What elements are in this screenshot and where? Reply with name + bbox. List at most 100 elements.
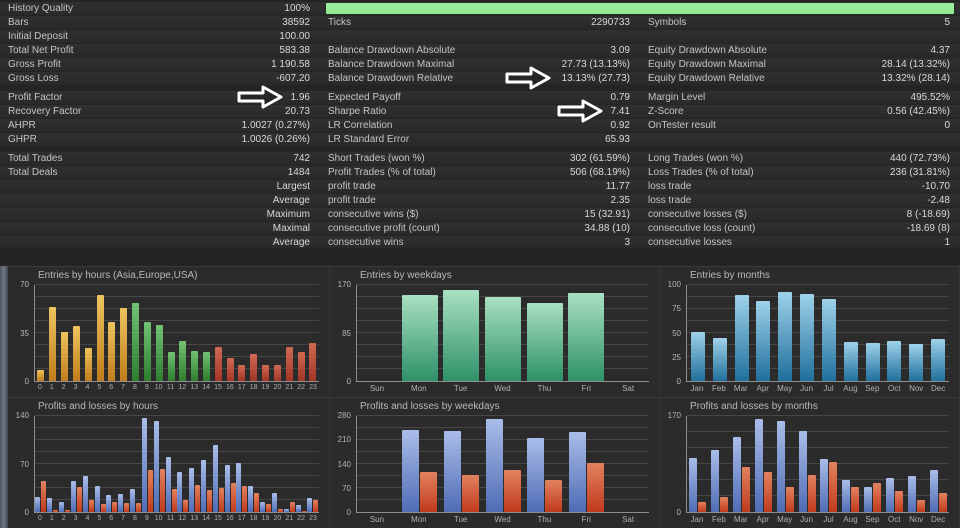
stat-value: 1.0027 (0.27%) [241, 120, 310, 131]
chart-entries-by-weekdays: Entries by weekdays 0 85 170 Sun Mon Tue Wed Th… [330, 266, 660, 397]
x-tick-label: 4 [85, 515, 90, 522]
stat-label: Symbols [648, 17, 687, 28]
stat-value: Largest [276, 181, 310, 192]
stat-label: loss trade [648, 181, 692, 192]
stat-value: 0.56 (42.45%) [887, 106, 950, 117]
bar [527, 437, 545, 512]
bar [885, 478, 894, 512]
stat-cell: Initial Deposit 100.00 [0, 30, 320, 43]
chart-entries-by-months: Entries by months 0 25 50 75 100 Jan Feb Mar Apr… [660, 266, 960, 397]
x-tick-label: Nov [909, 515, 924, 524]
stat-label: Long Trades (won %) [648, 153, 744, 164]
bar-group [796, 416, 818, 512]
x-tick-label: 23 [309, 384, 317, 391]
bar [503, 469, 521, 512]
stat-value: -18.69 (8) [906, 223, 950, 234]
bar [271, 492, 277, 512]
bar [203, 352, 210, 381]
stat-cell: Balance Drawdown Relative 13.13% (27.73) [320, 66, 640, 90]
stat-label: Balance Drawdown Maximal [328, 59, 455, 70]
plot-area [356, 284, 649, 382]
x-tick-label: 1 [49, 384, 54, 391]
bar [171, 489, 177, 512]
bar [167, 352, 175, 381]
bar [461, 474, 479, 512]
bar [65, 509, 71, 512]
stat-label: Margin Level [648, 92, 706, 103]
bar-group [177, 416, 189, 512]
stat-cell [320, 30, 640, 43]
bar [929, 469, 938, 512]
bar [214, 346, 222, 381]
stat-cell: History Quality 100% [0, 2, 320, 15]
bar [254, 492, 260, 512]
y-tick-label: 0 [346, 377, 351, 386]
x-tick-label: 11 [166, 384, 175, 391]
x-tick-label: 22 [297, 515, 306, 522]
bar-group [883, 285, 905, 381]
bar-group [905, 416, 927, 512]
x-axis: Jan Feb Mar Apr May Jun Jul Aug Sep Oct Nov Dec [686, 384, 949, 396]
bar-group [70, 285, 82, 381]
gridline [35, 284, 319, 285]
y-tick-label: 35 [20, 328, 29, 338]
bar [41, 481, 47, 512]
x-tick-label: Mon [411, 515, 427, 524]
bar [733, 436, 742, 512]
bar [698, 501, 707, 512]
plot-area [34, 415, 319, 513]
bar-group [141, 285, 153, 381]
bar-group [70, 416, 82, 512]
gridline [687, 344, 949, 345]
stat-row: Profit Factor 1.96 Expected Payoff 0.79 Marg… [0, 85, 960, 109]
bar [776, 420, 785, 512]
x-tick-label: 4 [85, 384, 90, 391]
bar [887, 340, 902, 381]
stat-label: Profit Factor [8, 92, 63, 103]
bar-group [905, 285, 927, 381]
x-tick-label: Sun [369, 384, 385, 393]
stat-cell: Largest [0, 180, 320, 193]
bar-group [307, 416, 319, 512]
stat-value: 3 [624, 237, 630, 248]
stat-label: Balance Drawdown Relative [328, 73, 454, 84]
bar-group [566, 285, 608, 381]
stat-value: -607.20 [276, 73, 310, 84]
stat-cell: Loss Trades (% of total) 236 (31.81%) [640, 166, 960, 179]
bar [402, 430, 420, 512]
x-tick-label: Mar [733, 384, 748, 393]
chart-profits-losses-by-hours: Profits and losses by hours 0 70 140 0 1 2 3 4 5… [8, 397, 330, 528]
x-tick-label: 17 [237, 515, 246, 522]
bar-group [94, 285, 106, 381]
stat-value: 8 (-18.69) [906, 209, 950, 220]
bar-group [818, 285, 840, 381]
x-tick-label: Jun [800, 515, 814, 524]
bar [224, 465, 230, 512]
stat-value: 2290733 [591, 17, 630, 28]
stat-label: Equity Drawdown Relative [648, 73, 765, 84]
bar [756, 301, 771, 381]
stat-value: 0 [944, 120, 950, 131]
bar [851, 486, 860, 512]
y-tick-label: 85 [342, 328, 351, 338]
stat-value: 1.0026 (0.26%) [241, 134, 310, 145]
bar [443, 289, 480, 381]
bar [807, 475, 816, 512]
chart-profits-losses-by-months: Profits and losses by months 0 170 Jan Feb M… [660, 397, 960, 528]
x-tick-label: 7 [121, 515, 126, 522]
x-tick-label: Oct [888, 384, 901, 393]
x-tick-label: 20 [273, 384, 282, 391]
x-tick-label: 14 [202, 384, 211, 391]
stat-label: Loss Trades (% of total) [648, 167, 754, 178]
gridline [687, 495, 949, 496]
gridline [357, 427, 649, 428]
x-tick-label: Apr [756, 515, 769, 524]
stat-cell: consecutive losses 1 [640, 236, 960, 249]
stat-cell: profit trade 2.35 [320, 194, 640, 207]
x-tick-label: Sun [369, 515, 385, 524]
x-tick-label: 22 [297, 384, 306, 391]
bar-group [272, 285, 284, 381]
x-tick-label: 18 [249, 515, 258, 522]
stat-label: Bars [8, 17, 29, 28]
stat-cell: AHPR 1.0027 (0.27%) [0, 119, 320, 132]
